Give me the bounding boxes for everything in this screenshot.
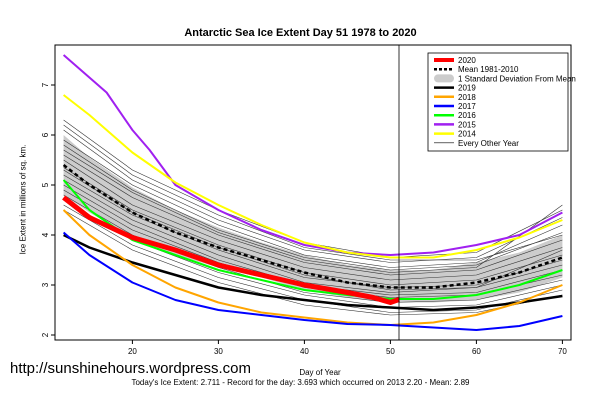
legend-label-5: 2017 (458, 102, 476, 111)
series-line-2019 (63, 233, 563, 312)
mean-line (62, 164, 563, 289)
legend-label-0: 2020 (458, 56, 476, 65)
legend-label-9: Every Other Year (458, 139, 519, 148)
y-tick-label-2: 2 (41, 332, 50, 337)
series-line-2015 (62, 54, 563, 256)
x-tick-label-50: 50 (386, 347, 395, 356)
y-tick-label-7: 7 (41, 82, 50, 87)
x-tick-label-30: 30 (214, 347, 223, 356)
legend-label-6: 2016 (458, 111, 476, 120)
other-year-line-15 (63, 149, 563, 273)
legend-label-7: 2015 (458, 120, 476, 129)
other-year-line-3 (63, 144, 563, 271)
legend-swatch-2 (434, 74, 454, 83)
other-year-line-7 (63, 174, 563, 288)
chart-title: Antarctic Sea Ice Extent Day 51 1978 to … (184, 27, 417, 39)
x-axis-label: Day of Year (299, 368, 341, 377)
other-year-line-5 (63, 159, 563, 281)
y-tick-label-6: 6 (41, 132, 50, 137)
y-tick-label-5: 5 (41, 182, 50, 187)
x-tick-label-60: 60 (472, 347, 481, 356)
legend-label-4: 2018 (458, 93, 476, 102)
y-tick-label-4: 4 (41, 232, 50, 237)
y-axis-label: Ice Extent in millions of sq. km. (18, 144, 28, 255)
y-tick-label-3: 3 (41, 282, 50, 287)
other-year-line-17 (63, 169, 563, 291)
x-tick-label-40: 40 (300, 347, 309, 356)
legend-label-2: 1 Standard Deviation From Mean (458, 74, 576, 83)
other-year-line-1 (63, 129, 563, 263)
plot-frame (54, 44, 572, 341)
legend-label-8: 2014 (458, 130, 476, 139)
watermark-url: http://sunshinehours.wordpress.com (10, 360, 251, 377)
other-year-line-2 (63, 139, 563, 268)
footer-stats: Today's Ice Extent: 2.711 - Record for t… (131, 378, 470, 387)
x-tick-label-20: 20 (128, 347, 137, 356)
std-deviation-band (63, 135, 563, 303)
other-year-line-4 (63, 154, 563, 276)
other-year-line-14 (63, 209, 563, 316)
series-line-2020 (62, 195, 400, 305)
series-line-2014 (62, 94, 563, 259)
x-tick-label-70: 70 (558, 347, 567, 356)
series-line-2018 (62, 209, 563, 326)
series-line-2017 (62, 231, 563, 331)
other-year-line-16 (63, 124, 563, 261)
legend-label-3: 2019 (458, 84, 476, 93)
legend-label-1: Mean 1981-2010 (458, 65, 519, 74)
plot-area (62, 54, 563, 331)
